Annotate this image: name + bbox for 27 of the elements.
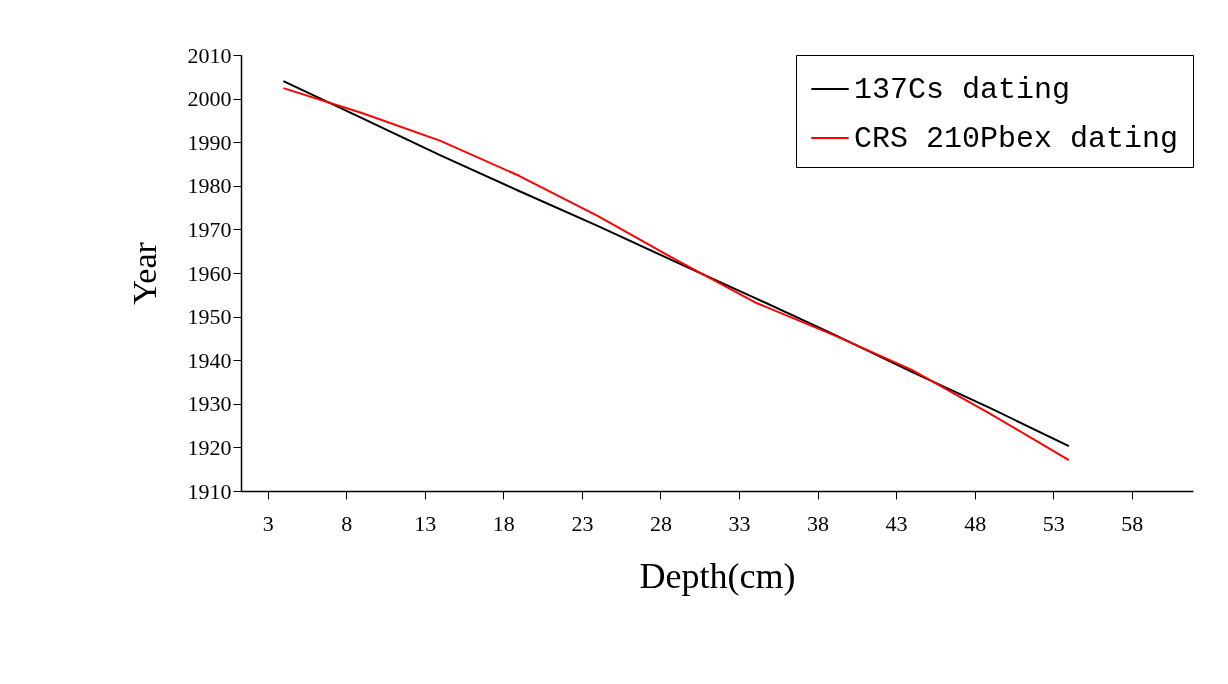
y-axis-title: Year (125, 241, 163, 305)
x-tick-label: 23 (571, 510, 594, 536)
x-axis-title: Depth(cm) (639, 555, 796, 596)
x-tick-label: 48 (964, 510, 987, 536)
y-tick-label: 2000 (187, 86, 232, 112)
x-tick-label: 8 (341, 510, 353, 536)
y-tick-label: 1940 (187, 347, 232, 373)
x-tick-label: 58 (1121, 510, 1144, 536)
x-tick-label: 33 (728, 510, 751, 536)
legend-label: CRS 210Pbex dating (854, 122, 1179, 156)
y-tick-label: 1930 (187, 391, 232, 417)
y-tick-label: 1920 (187, 434, 232, 460)
y-tick-label: 1970 (187, 216, 232, 242)
y-tick-label: 1950 (187, 304, 232, 330)
x-tick-label: 3 (262, 510, 274, 536)
x-tick-label: 38 (807, 510, 830, 536)
y-tick-label: 1990 (187, 129, 232, 155)
x-tick-label: 53 (1042, 510, 1065, 536)
y-tick-label: 1960 (187, 260, 232, 286)
y-tick-label: 1980 (187, 173, 232, 199)
x-tick-label: 28 (649, 510, 672, 536)
y-tick-label: 2010 (187, 42, 232, 68)
x-tick-label: 18 (492, 510, 515, 536)
y-tick-label: 1910 (187, 478, 232, 504)
legend-label: 137Cs dating (854, 73, 1071, 107)
x-tick-label: 13 (414, 510, 437, 536)
x-tick-label: 43 (885, 510, 908, 536)
